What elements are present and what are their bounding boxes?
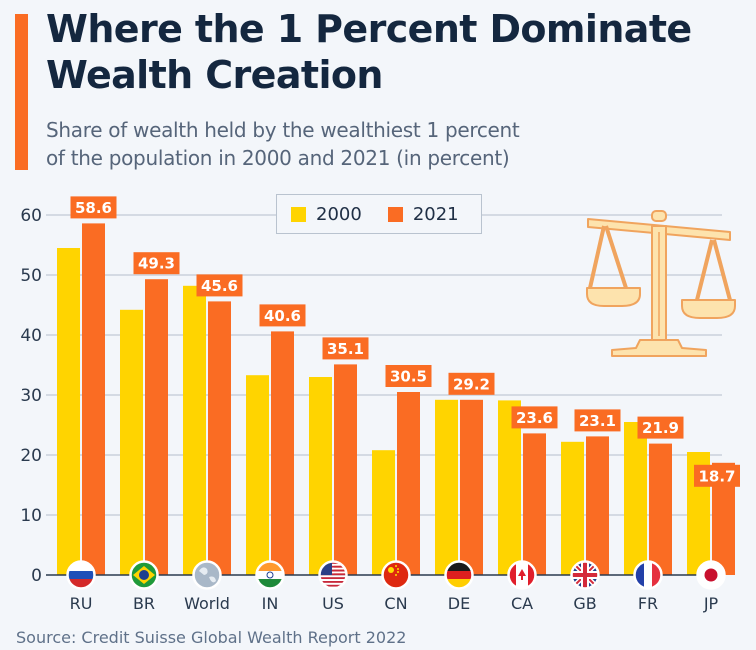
subtitle-line-1: Share of wealth held by the wealthiest 1… [46, 118, 520, 142]
x-label-DE: DE [448, 594, 470, 613]
data-label-IN: 40.6 [264, 307, 301, 325]
x-axis-labels: RU BR World IN US CN DE CA GB FR JP [70, 594, 719, 613]
bar-2000-BR [120, 309, 143, 575]
data-label-bg-CA [511, 406, 558, 429]
bar-2000-RU [57, 248, 80, 575]
data-label-bg-RU [70, 196, 117, 219]
bar-2021-JP [712, 462, 735, 575]
subtitle-line-2: of the population in 2000 and 2021 (in p… [46, 146, 510, 170]
legend-swatch-2021 [387, 206, 403, 222]
legend-item-2021: 2021 [387, 203, 459, 225]
legend: 2000 2021 [276, 194, 482, 234]
bars [57, 223, 735, 575]
globe-icon [192, 560, 222, 590]
y-tick-label-50: 50 [20, 266, 42, 286]
x-label-RU: RU [70, 594, 93, 613]
legend-label-2000: 2000 [316, 203, 362, 225]
data-label-FR: 21.9 [642, 419, 679, 437]
data-label-bg-GB [574, 409, 621, 432]
y-tick-label-10: 10 [20, 506, 42, 526]
bar-2021-BR [145, 279, 168, 575]
data-label-bg-FR [637, 416, 684, 439]
france-flag-icon [633, 560, 663, 590]
brazil-flag-icon [129, 560, 159, 590]
y-tick-label-0: 0 [31, 566, 42, 586]
uk-flag-icon [570, 560, 600, 590]
bar-2000-FR [624, 422, 647, 575]
x-label-CA: CA [511, 594, 533, 613]
data-label-RU: 58.6 [75, 199, 112, 217]
japan-flag-icon [696, 560, 726, 590]
bar-2000-World [183, 285, 206, 575]
data-label-bg-BR [133, 252, 180, 275]
data-label-BR: 49.3 [138, 255, 175, 273]
legend-label-2021: 2021 [412, 203, 459, 225]
canada-flag-icon [507, 560, 537, 590]
germany-flag-icon [444, 560, 474, 590]
data-label-bg-US [322, 337, 369, 360]
bar-2021-GB [586, 436, 609, 575]
scales-of-justice-icon [586, 210, 736, 357]
data-label-World: 45.6 [201, 277, 238, 295]
x-label-JP: JP [703, 594, 719, 613]
bar-2021-RU [82, 223, 105, 575]
x-label-CN: CN [384, 594, 407, 613]
bar-2000-DE [435, 399, 458, 575]
y-tick-label-60: 60 [20, 206, 42, 226]
bar-2000-US [309, 377, 332, 575]
bar-2000-CN [372, 450, 395, 575]
data-label-CN: 30.5 [390, 368, 427, 386]
category-flags [66, 560, 726, 590]
data-label-bg-DE [448, 372, 495, 395]
china-flag-icon [381, 560, 411, 590]
bar-2021-IN [271, 331, 294, 575]
legend-item-2000: 2000 [291, 204, 362, 225]
russia-flag-icon [66, 560, 96, 590]
data-label-bg-CN [385, 365, 432, 387]
y-tick-label-30: 30 [20, 386, 42, 406]
bar-2021-CN [397, 392, 420, 575]
y-axis-ticks: 0 10 20 30 40 50 60 [20, 206, 42, 586]
data-label-JP: 18.7 [698, 467, 735, 485]
bar-2021-CA [523, 433, 546, 575]
title-line-2: Wealth Creation [46, 53, 383, 97]
title-accent-bar [15, 14, 28, 170]
source-note: Source: Credit Suisse Global Wealth Repo… [16, 628, 407, 647]
y-tick-label-20: 20 [20, 446, 42, 466]
legend-swatch-2000 [291, 206, 306, 222]
bar-chart: 0 10 20 30 40 50 60 58.6 49.3 45.6 40.6 35.1 30.5 29… [20, 196, 740, 613]
x-label-FR: FR [638, 594, 658, 613]
x-label-World: World [184, 594, 230, 613]
bar-2021-US [334, 364, 357, 575]
title-line-1: Where the 1 Percent Dominate [46, 7, 692, 51]
y-tick-label-40: 40 [20, 326, 42, 346]
data-label-DE: 29.2 [453, 375, 490, 393]
x-label-IN: IN [262, 594, 279, 613]
bar-2021-World [208, 301, 231, 575]
india-flag-icon [255, 560, 285, 590]
x-label-GB: GB [573, 594, 596, 613]
chart-subtitle: Share of wealth held by the wealthiest 1… [46, 116, 520, 172]
data-label-bg-IN [259, 304, 306, 327]
chart-title: Where the 1 Percent Dominate Wealth Crea… [46, 6, 692, 98]
data-label-bg-World [196, 274, 243, 297]
data-label-US: 35.1 [327, 340, 364, 358]
data-label-CA: 23.6 [516, 409, 553, 427]
x-label-BR: BR [133, 594, 155, 613]
data-labels: 58.6 49.3 45.6 40.6 35.1 30.5 29.2 23.6 23.1 21.9… [70, 196, 740, 487]
data-label-bg-JP [694, 464, 740, 487]
bar-2021-FR [649, 443, 672, 575]
bar-2000-CA [498, 400, 521, 575]
bar-2021-DE [460, 399, 483, 575]
bar-2000-GB [561, 441, 584, 575]
x-label-US: US [322, 594, 344, 613]
usa-flag-icon [318, 560, 348, 590]
data-label-GB: 23.1 [579, 412, 616, 430]
bar-2000-IN [246, 375, 269, 575]
